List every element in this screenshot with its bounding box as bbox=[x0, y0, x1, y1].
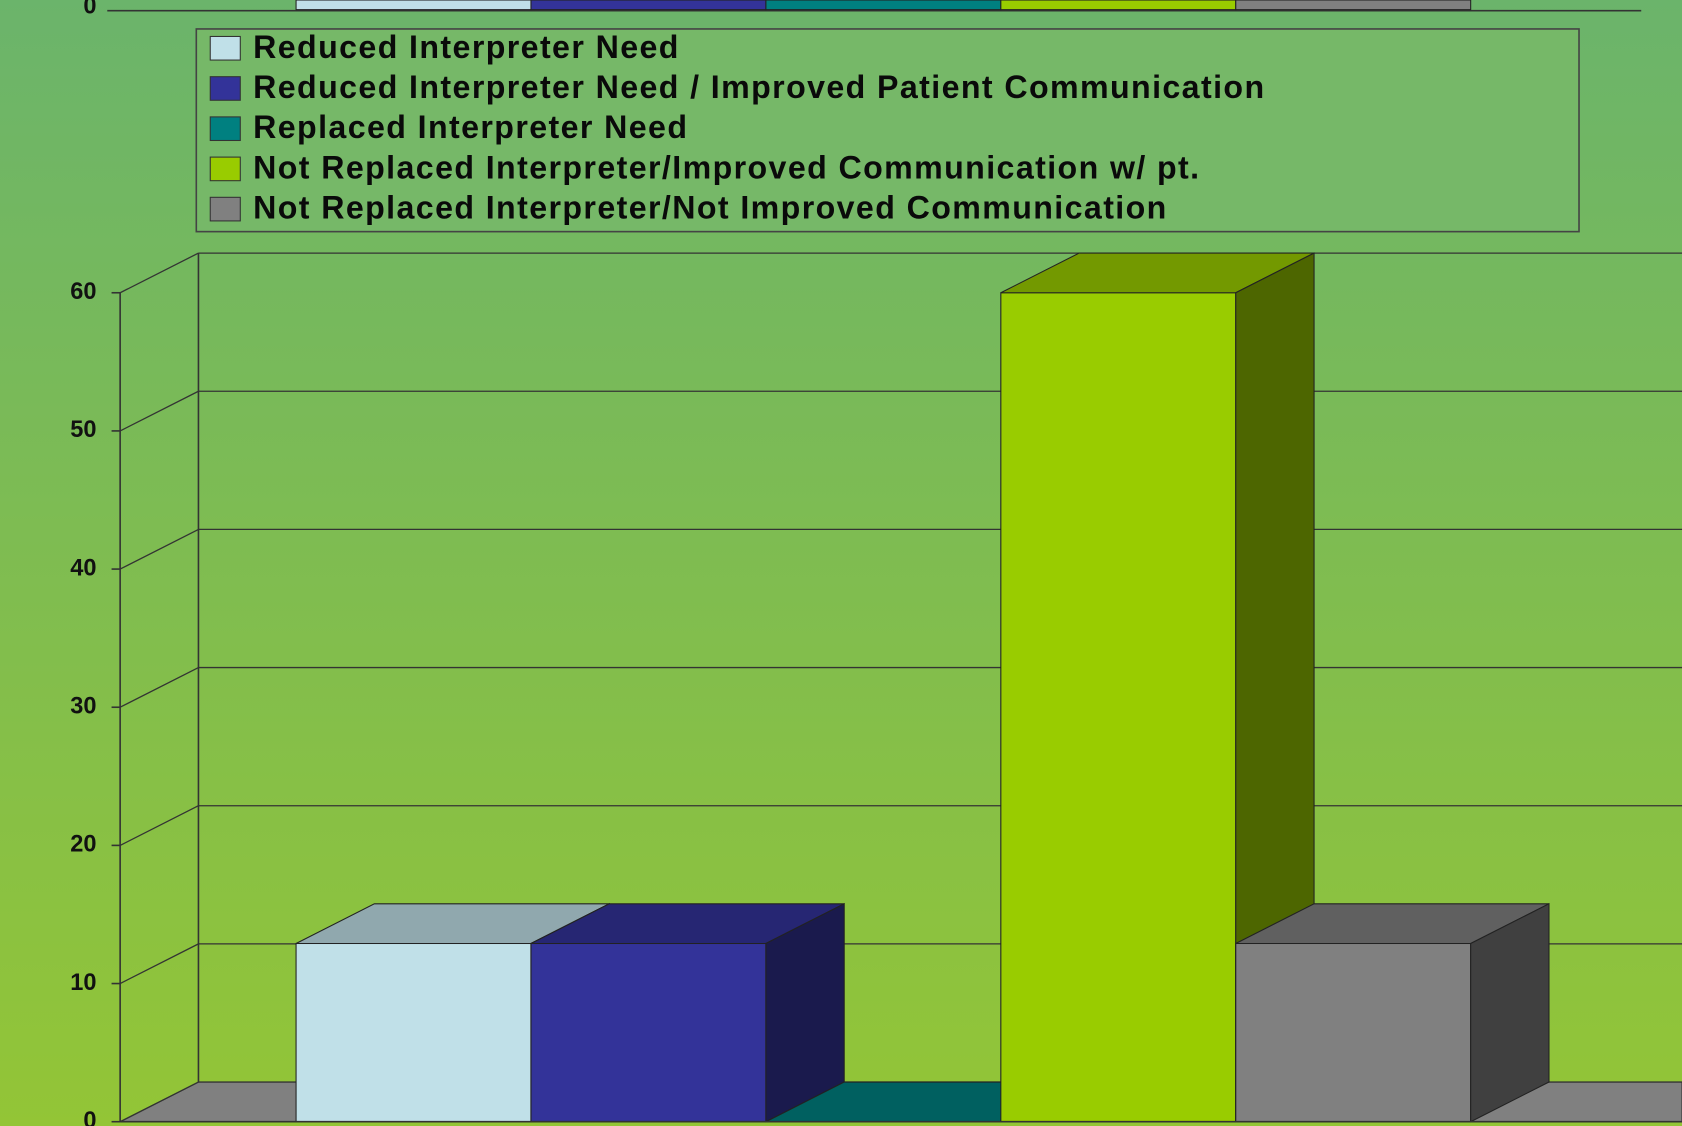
legend-swatch bbox=[209, 196, 241, 222]
grid-line bbox=[119, 1081, 199, 1123]
legend-label: Not Replaced Interpreter/Not Improved Co… bbox=[253, 190, 1168, 226]
grid-line bbox=[119, 666, 199, 708]
y-tick-label: 40 bbox=[70, 554, 96, 580]
legend-swatch bbox=[209, 116, 241, 142]
grid-line bbox=[119, 252, 199, 294]
bar-sliver bbox=[765, 0, 1002, 11]
grid-line bbox=[119, 390, 199, 432]
legend-label: Replaced Interpreter Need bbox=[253, 109, 688, 145]
y-tick-label: 20 bbox=[70, 831, 96, 857]
legend-swatch bbox=[209, 35, 241, 61]
bar-sliver bbox=[530, 0, 767, 11]
grid-line bbox=[119, 805, 199, 846]
y-tick-label: 0 bbox=[83, 0, 96, 19]
bar-sliver bbox=[1235, 0, 1472, 11]
y-tick-label: 10 bbox=[70, 969, 96, 995]
legend-swatch bbox=[209, 76, 241, 101]
bar-sliver bbox=[1000, 0, 1237, 11]
y-tick-label: 30 bbox=[70, 692, 96, 718]
bar-front bbox=[1000, 292, 1237, 1123]
bar-front bbox=[295, 942, 532, 1123]
bar-front bbox=[1235, 942, 1472, 1123]
legend-label: Reduced Interpreter Need bbox=[253, 29, 680, 65]
legend-swatch bbox=[209, 156, 241, 182]
bar-front bbox=[530, 942, 767, 1123]
grid-line bbox=[119, 528, 199, 570]
legend-label: Not Replaced Interpreter/Improved Commun… bbox=[253, 149, 1200, 185]
bar-sliver bbox=[295, 0, 532, 11]
y-tick-label: 0 bbox=[83, 1107, 96, 1126]
legend-label: Reduced Interpreter Need / Improved Pati… bbox=[253, 69, 1265, 105]
y-tick-label: 50 bbox=[70, 416, 96, 442]
y-tick-label: 60 bbox=[70, 278, 96, 304]
legend-box bbox=[195, 28, 1580, 233]
grid-line bbox=[119, 943, 199, 985]
bar-side bbox=[1470, 902, 1550, 1123]
